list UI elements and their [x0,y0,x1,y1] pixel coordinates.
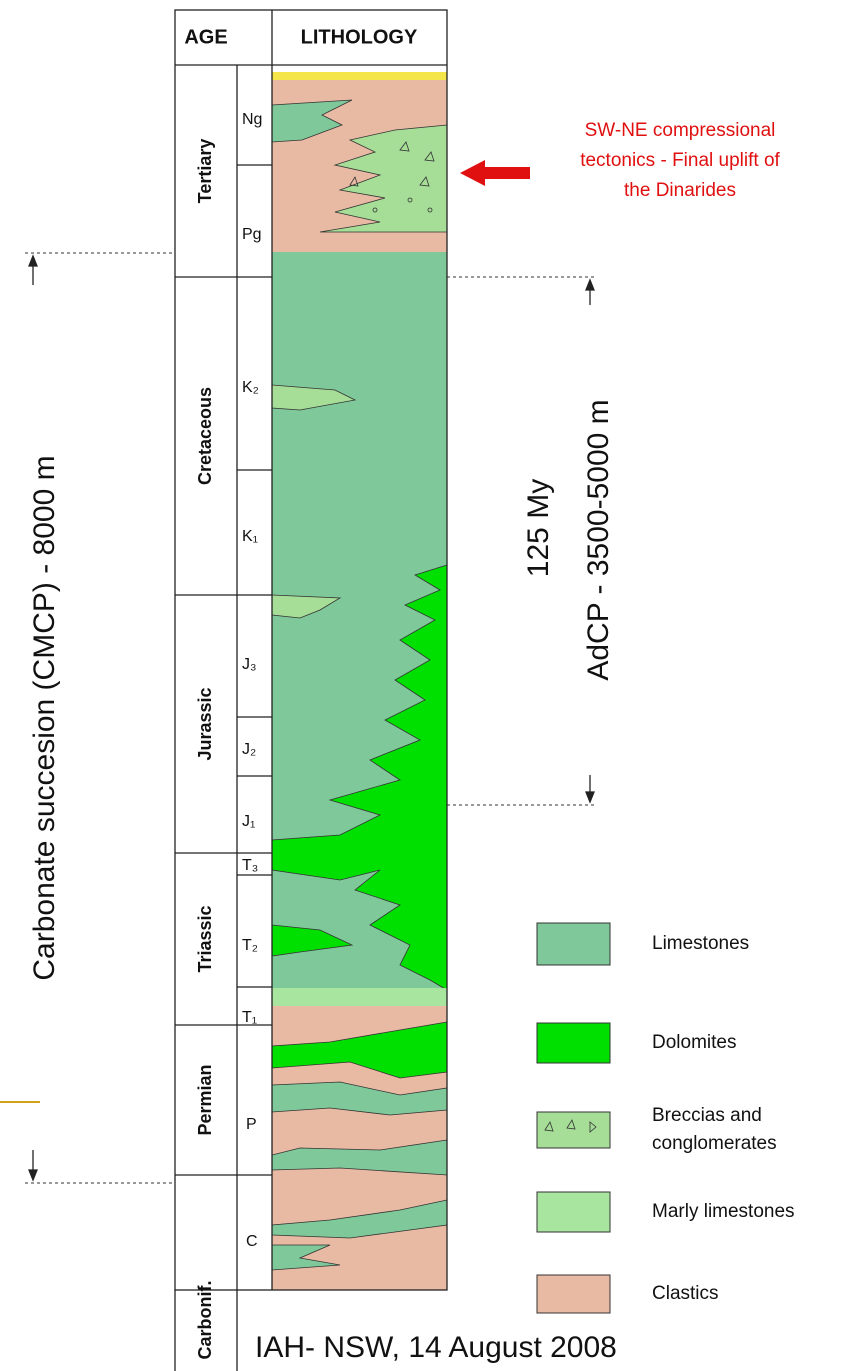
epoch: Pg [242,226,262,243]
footer: IAH- NSW, 14 August 2008 [255,1331,617,1364]
legend-label: conglomerates [652,1133,777,1154]
epoch: T₃ [242,857,258,874]
legend-label: Clastics [652,1283,719,1304]
epoch: C [246,1233,258,1250]
legend-label: Marly limestones [652,1201,795,1222]
arrow [460,160,530,186]
epoch: J₃ [242,656,257,673]
thickness-label: AdCP - 3500-5000 m [582,399,615,680]
legend-swatch [537,1275,610,1313]
annotation: SW-NE compressional [585,120,776,141]
duration-label: 125 My [522,479,555,577]
epoch: Ng [242,111,262,128]
epoch: T₁ [242,1009,257,1026]
legend-swatch [537,923,610,965]
legend-label: Limestones [652,933,749,954]
epoch: K₂ [242,379,259,396]
left-label: Carbonate succesion (CMCP) - 8000 m [28,455,61,980]
header-lithology: LITHOLOGY [301,26,418,48]
legend-label: Dolomites [652,1032,736,1053]
period: Carbonif. [195,1281,215,1360]
annotation: tectonics - Final uplift of [580,150,780,171]
annotation: the Dinarides [624,180,736,201]
epoch: J₂ [242,741,256,758]
epoch: T₂ [242,937,258,954]
period: Jurassic [195,687,215,760]
epoch: P [246,1116,257,1133]
epoch: K₁ [242,528,258,545]
diagram: AGE LITHOLOGY Tertiary Cretaceous Jurass… [0,0,863,1371]
period: Triassic [195,905,215,972]
period: Permian [195,1064,215,1135]
lithology [272,72,447,1290]
legend-label: Breccias and [652,1105,762,1126]
period: Cretaceous [195,387,215,485]
header-age: AGE [184,26,227,48]
period: Tertiary [195,139,215,204]
legend-swatch [537,1192,610,1232]
legend-swatch [537,1023,610,1063]
epoch: J₁ [242,813,255,830]
